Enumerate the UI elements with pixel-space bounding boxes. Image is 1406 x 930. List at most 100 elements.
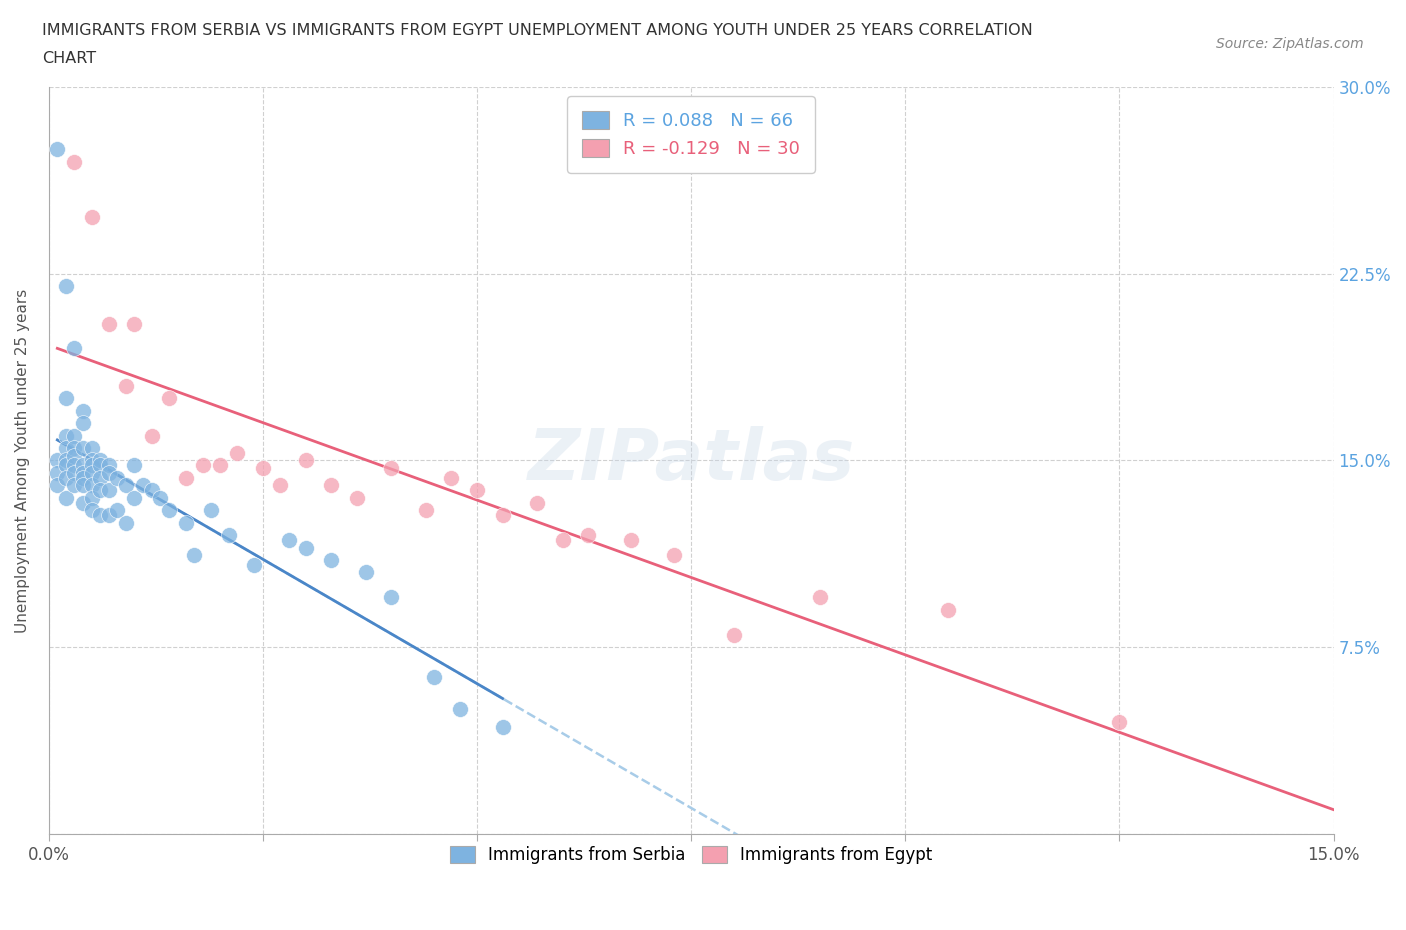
Point bbox=[346, 490, 368, 505]
Point bbox=[46, 466, 69, 481]
Point bbox=[141, 428, 163, 443]
Point bbox=[63, 478, 86, 493]
Point bbox=[662, 548, 685, 563]
Point bbox=[269, 478, 291, 493]
Point bbox=[80, 478, 103, 493]
Point bbox=[492, 508, 515, 523]
Point bbox=[200, 503, 222, 518]
Point bbox=[157, 503, 180, 518]
Point bbox=[218, 527, 240, 542]
Point bbox=[89, 483, 111, 498]
Point bbox=[55, 428, 77, 443]
Point bbox=[72, 441, 94, 456]
Point bbox=[354, 565, 377, 580]
Point bbox=[808, 590, 831, 604]
Point bbox=[423, 670, 446, 684]
Point bbox=[72, 458, 94, 472]
Point bbox=[620, 533, 643, 548]
Point bbox=[55, 458, 77, 472]
Point bbox=[114, 379, 136, 393]
Legend: Immigrants from Serbia, Immigrants from Egypt: Immigrants from Serbia, Immigrants from … bbox=[443, 839, 939, 870]
Point bbox=[72, 478, 94, 493]
Point bbox=[380, 460, 402, 475]
Point bbox=[72, 416, 94, 431]
Point bbox=[174, 515, 197, 530]
Point bbox=[80, 503, 103, 518]
Point bbox=[63, 341, 86, 356]
Point bbox=[89, 471, 111, 485]
Point bbox=[243, 558, 266, 573]
Point bbox=[124, 490, 146, 505]
Point bbox=[277, 533, 299, 548]
Point bbox=[46, 478, 69, 493]
Point bbox=[89, 453, 111, 468]
Point bbox=[55, 471, 77, 485]
Point bbox=[97, 483, 120, 498]
Point bbox=[141, 483, 163, 498]
Point bbox=[55, 453, 77, 468]
Point bbox=[72, 404, 94, 418]
Point bbox=[46, 142, 69, 157]
Point bbox=[97, 508, 120, 523]
Point bbox=[209, 458, 232, 472]
Point bbox=[294, 540, 316, 555]
Y-axis label: Unemployment Among Youth under 25 years: Unemployment Among Youth under 25 years bbox=[15, 288, 30, 632]
Point bbox=[63, 458, 86, 472]
Point bbox=[380, 590, 402, 604]
Point bbox=[294, 453, 316, 468]
Point bbox=[576, 527, 599, 542]
Point bbox=[252, 460, 274, 475]
Point bbox=[80, 209, 103, 224]
Point bbox=[174, 471, 197, 485]
Point bbox=[63, 154, 86, 169]
Point bbox=[440, 471, 463, 485]
Point bbox=[132, 478, 155, 493]
Point bbox=[80, 458, 103, 472]
Point bbox=[105, 471, 128, 485]
Point bbox=[55, 279, 77, 294]
Point bbox=[723, 628, 745, 643]
Point bbox=[492, 720, 515, 735]
Point bbox=[63, 428, 86, 443]
Point bbox=[72, 496, 94, 511]
Point bbox=[321, 552, 343, 567]
Point bbox=[415, 503, 437, 518]
Point bbox=[80, 466, 103, 481]
Point bbox=[321, 478, 343, 493]
Point bbox=[149, 490, 172, 505]
Point bbox=[55, 490, 77, 505]
Point bbox=[80, 441, 103, 456]
Point bbox=[72, 471, 94, 485]
Point bbox=[55, 441, 77, 456]
Point bbox=[63, 448, 86, 463]
Point bbox=[157, 391, 180, 405]
Point bbox=[80, 453, 103, 468]
Point bbox=[89, 508, 111, 523]
Point bbox=[105, 503, 128, 518]
Point bbox=[526, 496, 548, 511]
Point bbox=[89, 458, 111, 472]
Text: ZIPatlas: ZIPatlas bbox=[527, 426, 855, 495]
Point bbox=[63, 466, 86, 481]
Point bbox=[124, 316, 146, 331]
Point bbox=[183, 548, 205, 563]
Point bbox=[551, 533, 574, 548]
Point bbox=[114, 515, 136, 530]
Point bbox=[97, 316, 120, 331]
Point bbox=[80, 490, 103, 505]
Point bbox=[63, 441, 86, 456]
Point bbox=[97, 466, 120, 481]
Text: Source: ZipAtlas.com: Source: ZipAtlas.com bbox=[1216, 37, 1364, 51]
Point bbox=[1108, 714, 1130, 729]
Point bbox=[191, 458, 214, 472]
Point bbox=[72, 466, 94, 481]
Point bbox=[936, 603, 959, 618]
Point bbox=[449, 702, 471, 717]
Point bbox=[114, 478, 136, 493]
Point bbox=[124, 458, 146, 472]
Point bbox=[97, 458, 120, 472]
Point bbox=[55, 391, 77, 405]
Text: IMMIGRANTS FROM SERBIA VS IMMIGRANTS FROM EGYPT UNEMPLOYMENT AMONG YOUTH UNDER 2: IMMIGRANTS FROM SERBIA VS IMMIGRANTS FRO… bbox=[42, 23, 1033, 38]
Text: CHART: CHART bbox=[42, 51, 96, 66]
Point bbox=[465, 483, 488, 498]
